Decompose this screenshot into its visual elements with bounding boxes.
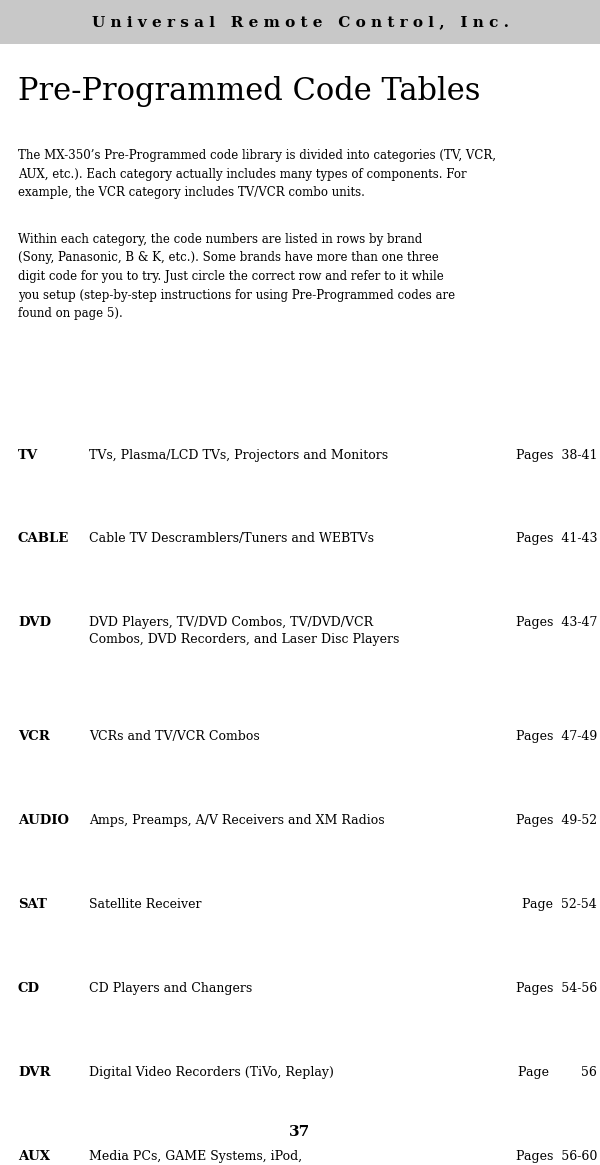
Text: Pages  54-56: Pages 54-56 [516,982,597,995]
Text: Page        56: Page 56 [518,1066,597,1079]
Text: Pages  41-43: Pages 41-43 [515,532,597,545]
Text: Cable TV Descramblers/Tuners and WEBTVs: Cable TV Descramblers/Tuners and WEBTVs [89,532,374,545]
Text: SAT: SAT [18,898,47,911]
Text: Page  52-54: Page 52-54 [522,898,597,911]
Text: DVD Players, TV/DVD Combos, TV/DVD/VCR
Combos, DVD Recorders, and Laser Disc Pla: DVD Players, TV/DVD Combos, TV/DVD/VCR C… [89,616,399,647]
Text: Digital Video Recorders (TiVo, Replay): Digital Video Recorders (TiVo, Replay) [89,1066,334,1079]
Text: Pages  47-49: Pages 47-49 [516,730,597,743]
Text: Pages  49-52: Pages 49-52 [516,814,597,827]
Text: Pre-Programmed Code Tables: Pre-Programmed Code Tables [18,76,481,107]
Text: VCRs and TV/VCR Combos: VCRs and TV/VCR Combos [89,730,260,743]
Text: U n i v e r s a l   R e m o t e   C o n t r o l ,   I n c .: U n i v e r s a l R e m o t e C o n t r … [91,15,509,29]
Text: Within each category, the code numbers are listed in rows by brand
(Sony, Panaso: Within each category, the code numbers a… [18,233,455,320]
Text: AUX: AUX [18,1150,50,1163]
Text: TVs, Plasma/LCD TVs, Projectors and Monitors: TVs, Plasma/LCD TVs, Projectors and Moni… [89,449,388,461]
Text: AUDIO: AUDIO [18,814,69,827]
Text: Pages  43-47: Pages 43-47 [515,616,597,629]
Text: Amps, Preamps, A/V Receivers and XM Radios: Amps, Preamps, A/V Receivers and XM Radi… [89,814,385,827]
Text: 37: 37 [289,1125,311,1139]
Text: The MX-350’s Pre-Programmed code library is divided into categories (TV, VCR,
AU: The MX-350’s Pre-Programmed code library… [18,149,496,199]
Text: TV: TV [18,449,38,461]
Text: Pages  38-41: Pages 38-41 [515,449,597,461]
Text: CD: CD [18,982,40,995]
Text: VCR: VCR [18,730,50,743]
FancyBboxPatch shape [0,0,600,44]
Text: Pages  56-60: Pages 56-60 [515,1150,597,1163]
Text: Satellite Receiver: Satellite Receiver [89,898,202,911]
Text: CD Players and Changers: CD Players and Changers [89,982,252,995]
Text: CABLE: CABLE [18,532,69,545]
Text: DVR: DVR [18,1066,50,1079]
Text: DVD: DVD [18,616,51,629]
Text: Media PCs, GAME Systems, iPod,
TAPE Decks, Lighting Systems and Custom
Installat: Media PCs, GAME Systems, iPod, TAPE Deck… [89,1150,364,1165]
